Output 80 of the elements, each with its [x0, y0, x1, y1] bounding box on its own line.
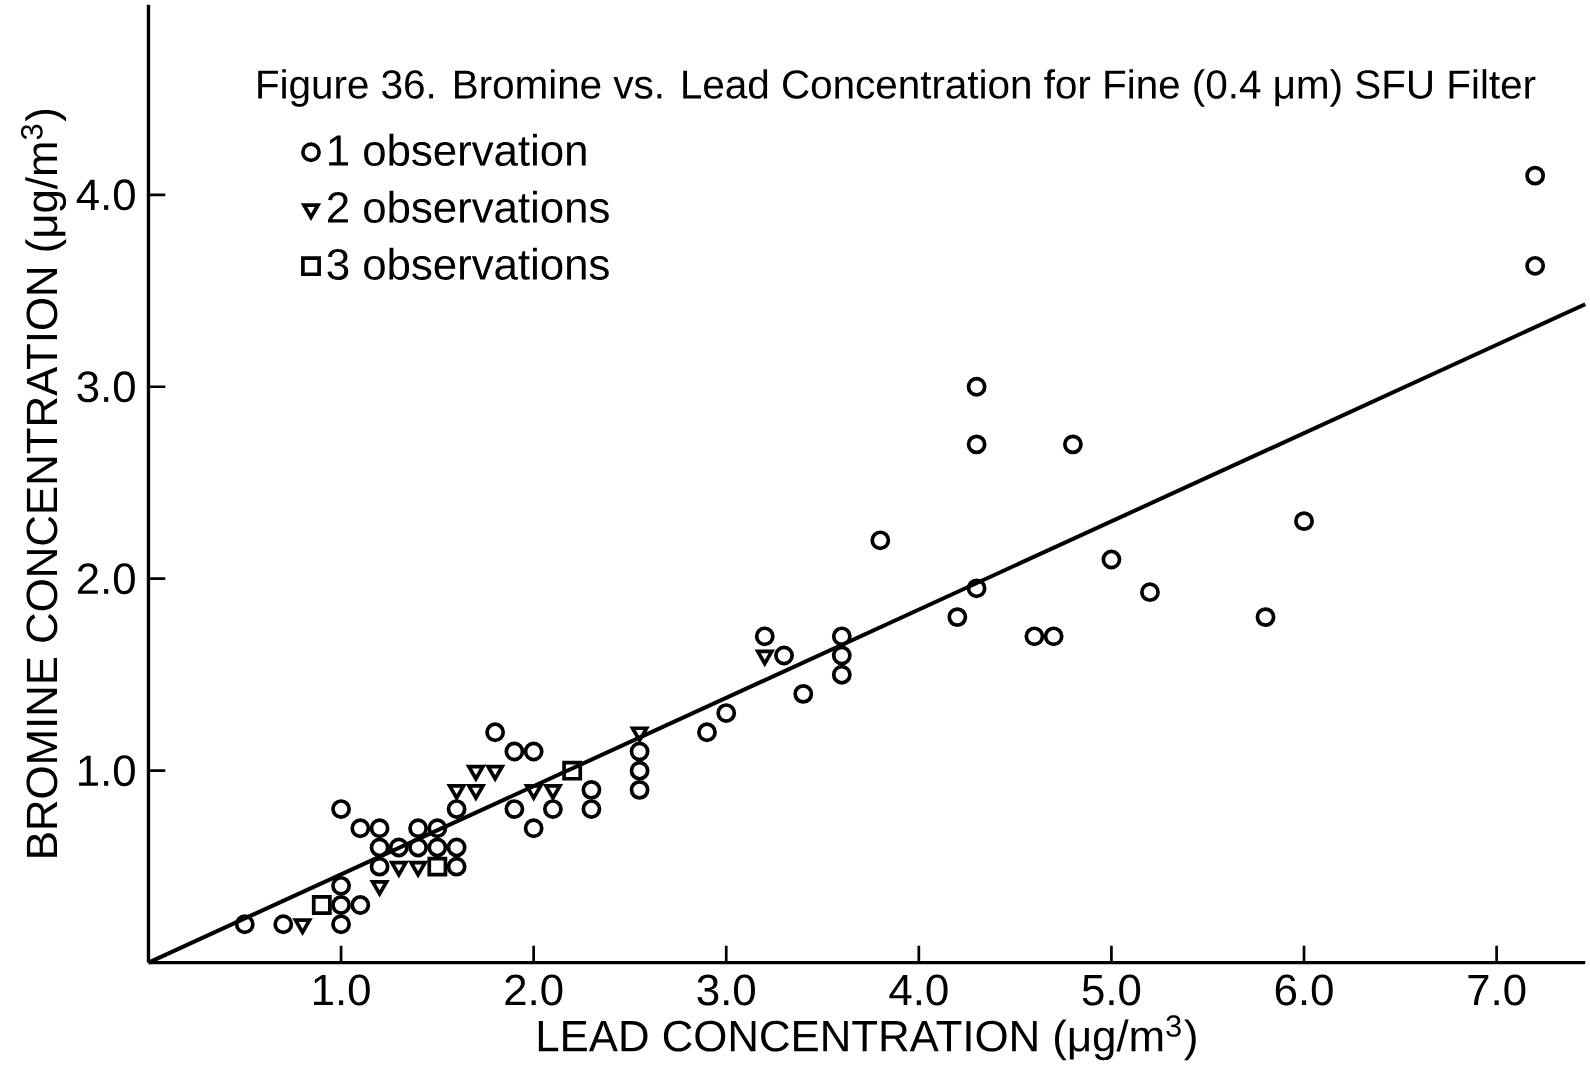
- point: [755, 649, 774, 666]
- point: [467, 765, 485, 781]
- point: [754, 626, 775, 647]
- point: [966, 377, 987, 397]
- point: [793, 684, 814, 705]
- point: [1101, 549, 1122, 570]
- point: [562, 760, 583, 781]
- point: [774, 645, 794, 666]
- point: [1062, 434, 1083, 455]
- y-tick-label: 1.0: [79, 755, 135, 787]
- x-axis-title: LEAD CONCENTRATION (μg/m$^{3}$): [538, 1015, 1196, 1061]
- point: [427, 856, 448, 877]
- point: [369, 856, 390, 877]
- point: [408, 818, 429, 839]
- point: [629, 780, 650, 801]
- y-axis-title: BROMINE CONCENTRATION (μg/m$^{3}$): [20, 110, 67, 857]
- point: [831, 645, 852, 666]
- point: [504, 741, 525, 762]
- point: [331, 799, 351, 820]
- point: [504, 799, 525, 820]
- point: [1525, 165, 1546, 186]
- x-tick-label: 3.0: [697, 974, 755, 1006]
- point: [523, 741, 544, 762]
- point: [966, 434, 987, 455]
- text: Figure 36. Bromine vs. Lead Concentration for Fine (0.4 μm) SFU Filter: [258, 69, 1536, 108]
- point: [581, 780, 602, 801]
- point: [331, 876, 351, 896]
- point: [831, 664, 852, 685]
- point: [629, 741, 650, 762]
- x-tick-label: 1.0: [313, 974, 370, 1006]
- point: [1525, 256, 1546, 276]
- point: [446, 799, 467, 820]
- x-tick-label: 4.0: [889, 974, 948, 1006]
- point: [331, 895, 351, 916]
- x-tick-label: 7.0: [1468, 974, 1526, 1006]
- legend-label: 3 observations: [327, 247, 609, 281]
- point: [1043, 626, 1064, 647]
- point: [629, 760, 650, 781]
- point: [697, 722, 717, 743]
- point: [485, 722, 506, 743]
- point: [408, 837, 429, 858]
- point: [1294, 511, 1314, 532]
- y-tick-label: 3.0: [77, 371, 135, 403]
- point: [331, 914, 351, 935]
- point: [947, 607, 968, 628]
- point: [234, 914, 255, 935]
- point: [581, 799, 602, 820]
- point: [370, 880, 389, 896]
- point: [273, 914, 294, 935]
- point: [1140, 582, 1160, 603]
- point: [966, 578, 987, 599]
- point: [427, 837, 448, 858]
- point: [350, 895, 371, 916]
- point: [389, 860, 408, 877]
- point: [1024, 626, 1045, 647]
- point: [1255, 607, 1276, 628]
- point: [409, 860, 427, 877]
- x-tick-label: 6.0: [1275, 974, 1333, 1006]
- point: [630, 726, 649, 743]
- point: [427, 818, 448, 839]
- point: [716, 703, 737, 724]
- point: [542, 799, 563, 820]
- point: [486, 765, 504, 781]
- point: [831, 626, 852, 647]
- y-tick-label: 2.0: [77, 563, 135, 595]
- point: [369, 837, 390, 858]
- point: [311, 895, 332, 916]
- legend-label: 1 observation: [329, 134, 586, 167]
- point: [870, 530, 891, 551]
- y-tick-label: 4.0: [76, 179, 135, 211]
- point: [350, 818, 371, 839]
- point: [293, 918, 312, 935]
- legend-label: 2 observations: [328, 191, 609, 224]
- point: [369, 818, 390, 839]
- point: [446, 837, 467, 858]
- point: [523, 818, 544, 839]
- point: [388, 837, 409, 858]
- x-tick-label: 2.0: [505, 974, 563, 1006]
- x-tick-label: 5.0: [1082, 974, 1141, 1006]
- point: [446, 856, 467, 877]
